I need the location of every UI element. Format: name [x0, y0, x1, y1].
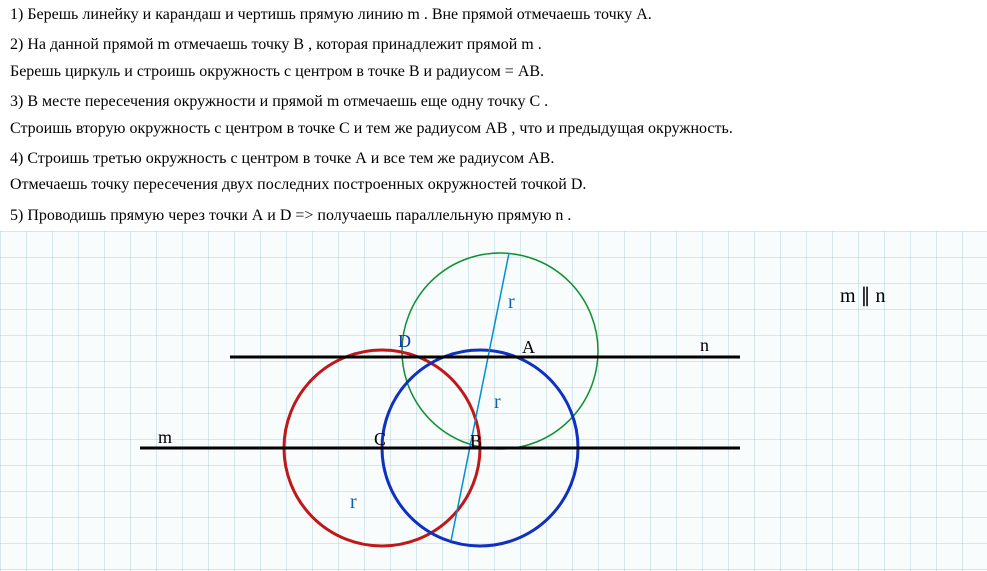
- label-A: A: [522, 337, 535, 358]
- label-r1: r: [508, 291, 515, 314]
- label-B: B: [470, 431, 482, 452]
- label-r2: r: [494, 391, 501, 414]
- result-text: m ∥ n: [840, 283, 886, 308]
- step-3a: 3) В месте пересечения окружности и прям…: [0, 87, 987, 117]
- diagram-canvas: A B C D m n r r r m ∥ n: [0, 231, 987, 571]
- label-m: m: [158, 427, 172, 448]
- step-2b: Берешь циркуль и строишь окружность с це…: [0, 61, 987, 87]
- step-5: 5) Проводишь прямую через точки А и D =>…: [0, 201, 987, 231]
- label-n: n: [700, 335, 709, 356]
- step-4a: 4) Строишь третью окружность с центром в…: [0, 144, 987, 174]
- step-1: 1) Берешь линейку и карандаш и чертишь п…: [0, 0, 987, 30]
- label-C: C: [374, 429, 386, 450]
- step-3b: Строишь вторую окружность с центром в то…: [0, 118, 987, 144]
- step-4b: Отмечаешь точку пересечения двух последн…: [0, 174, 987, 200]
- step-2a: 2) На данной прямой m отмечаешь точку В …: [0, 30, 987, 60]
- label-D: D: [398, 331, 411, 352]
- label-r3: r: [350, 491, 357, 514]
